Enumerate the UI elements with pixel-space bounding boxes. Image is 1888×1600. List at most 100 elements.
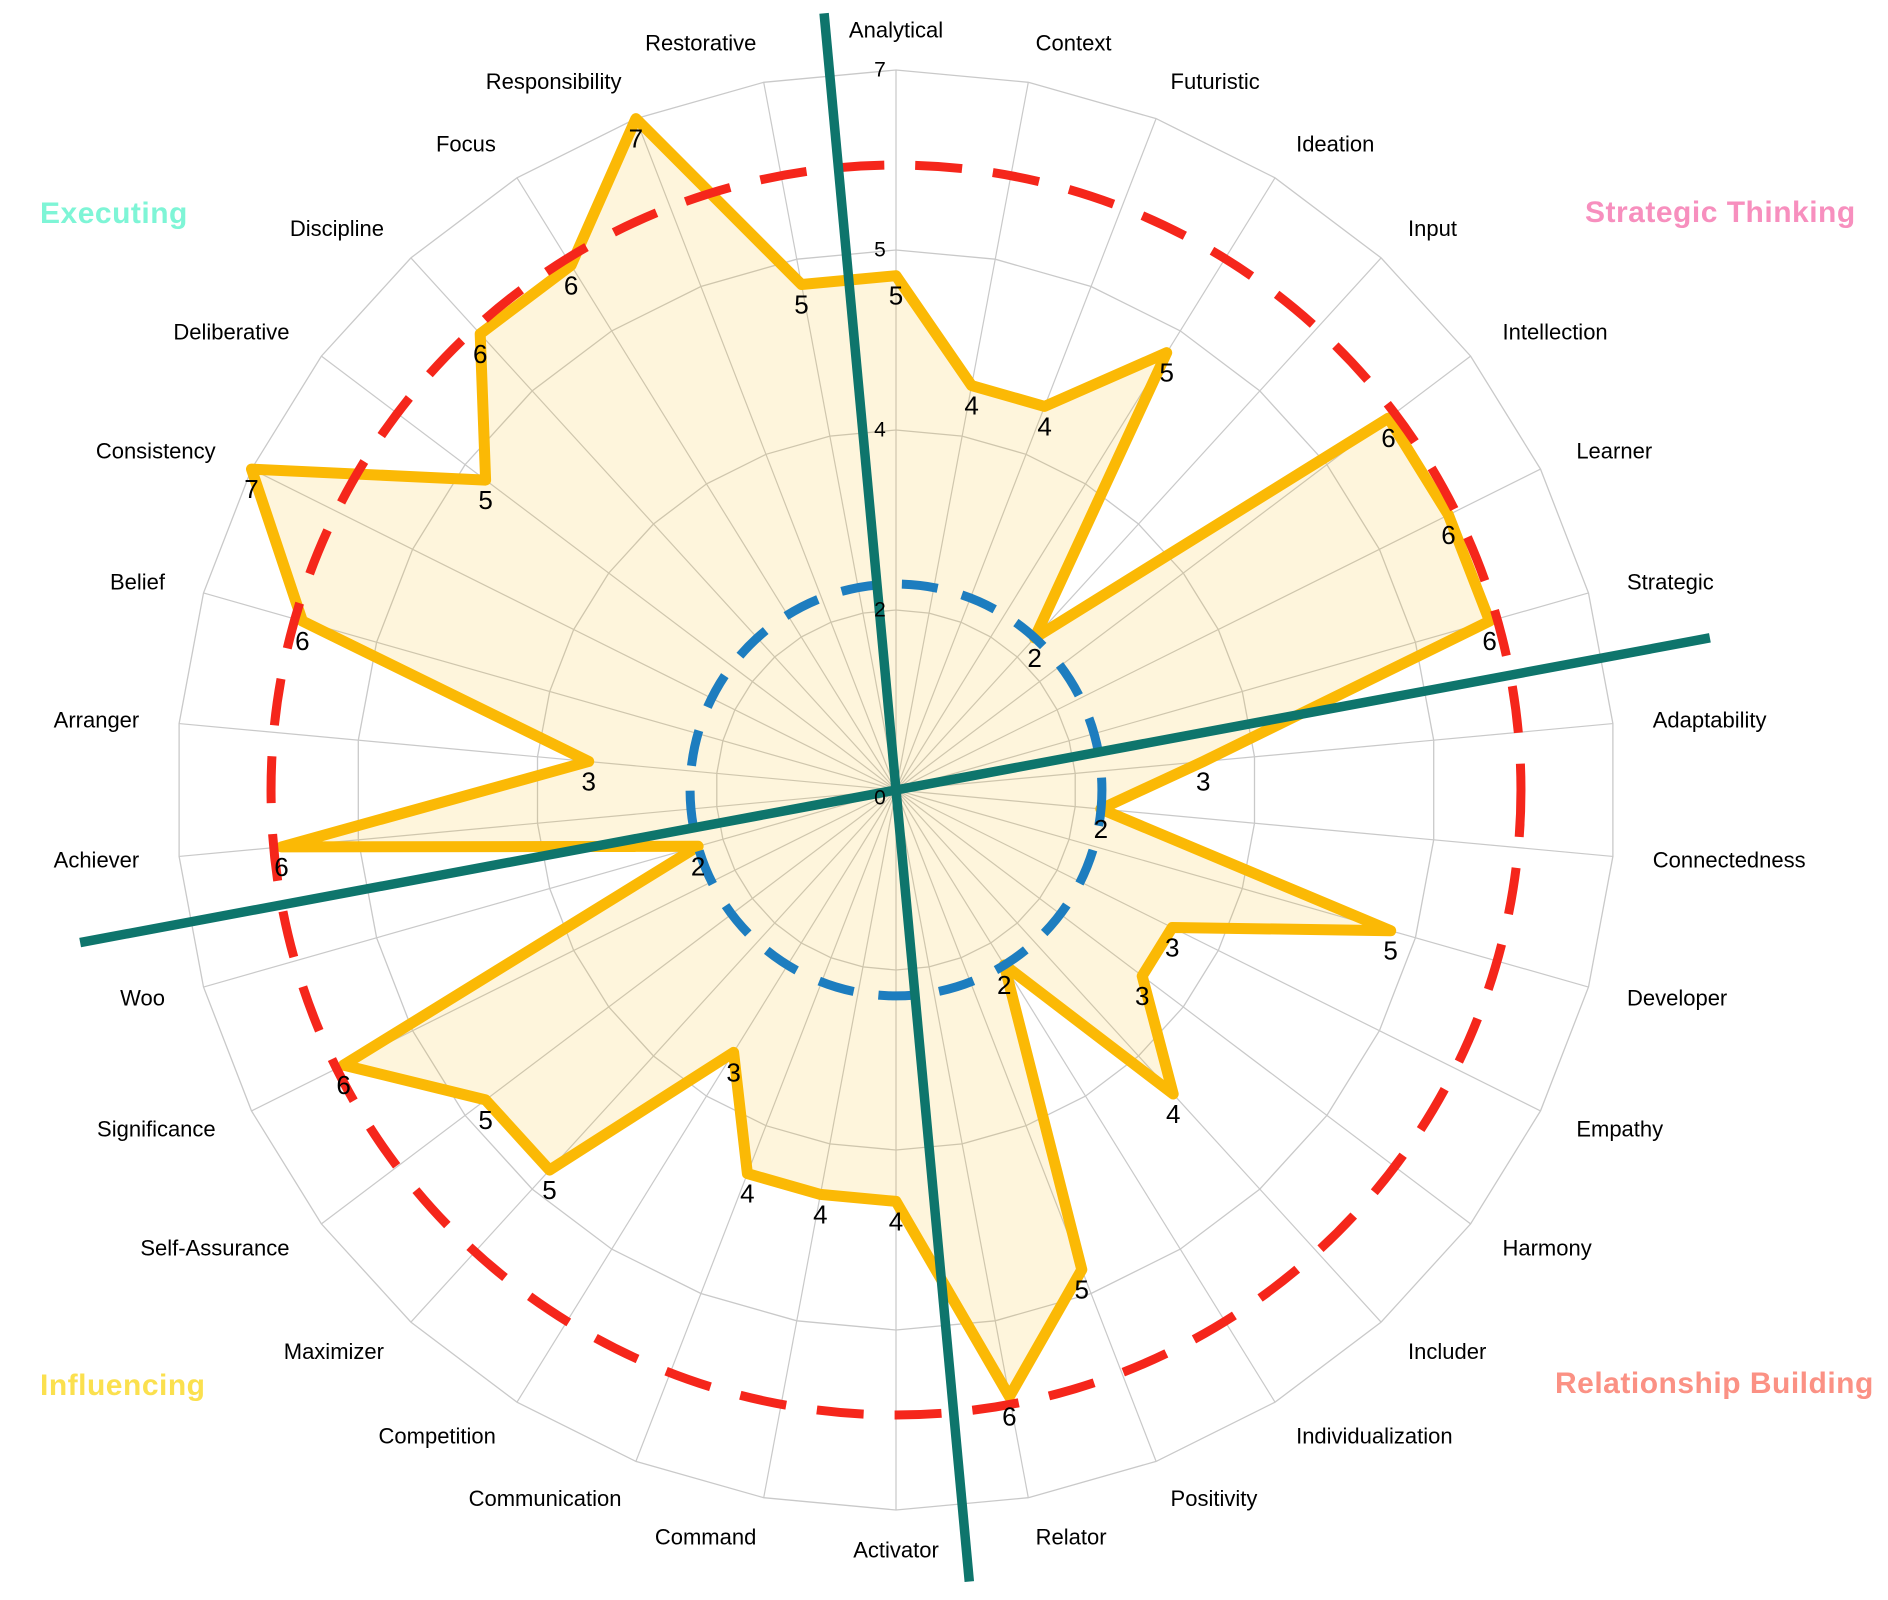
axis-label-activator: Activator: [853, 1538, 939, 1563]
grid-spoke: [895, 722, 1613, 791]
grid-spoke: [763, 789, 897, 1498]
strengths-polygon: [246, 113, 1496, 1403]
grid-spoke: [516, 789, 897, 1403]
value-label-belief: 6: [295, 626, 309, 656]
grid-spoke: [410, 257, 897, 791]
value-label-focus: 6: [564, 270, 578, 300]
axis-label-context: Context: [1036, 30, 1112, 55]
value-label-harmony: 3: [1135, 981, 1149, 1011]
domain-label-influencing: Influencing: [40, 1369, 206, 1402]
grid-spoke: [251, 468, 897, 791]
value-label-command: 4: [813, 1199, 827, 1229]
grid-spoke: [516, 177, 897, 791]
radius-tick-2: 2: [874, 599, 886, 622]
axis-label-empathy: Empathy: [1576, 1116, 1663, 1141]
value-label-analytical: 5: [889, 281, 903, 311]
grid-spoke: [635, 118, 897, 791]
axis-label-deliberative: Deliberative: [173, 319, 289, 344]
grid-spoke: [895, 789, 1471, 1225]
value-label-developer: 5: [1383, 936, 1397, 966]
value-label-consistency: 7: [244, 474, 258, 504]
axis-label-responsibility: Responsibility: [486, 69, 622, 94]
value-label-achiever: 6: [274, 852, 288, 882]
axis-label-individualization: Individualization: [1296, 1424, 1453, 1449]
grid-spoke: [895, 789, 1613, 858]
value-label-futuristic: 4: [1037, 411, 1051, 441]
grid-spoke: [895, 789, 1589, 988]
grid-spoke: [895, 118, 1157, 791]
value-label-learner: 6: [1441, 520, 1455, 550]
grid-spoke: [635, 789, 897, 1462]
radius-tick-4: 4: [874, 419, 886, 442]
value-label-self-assurance: 5: [478, 1105, 492, 1135]
value-label-maximizer: 5: [542, 1175, 556, 1205]
axis-label-input: Input: [1408, 216, 1457, 241]
grid-spoke: [410, 789, 897, 1323]
value-label-strategic: 6: [1482, 626, 1496, 656]
grid-spoke: [895, 789, 1276, 1403]
axis-label-futuristic: Futuristic: [1171, 69, 1260, 94]
value-label-connectedness: 2: [1094, 814, 1108, 844]
value-label-positivity: 5: [1075, 1275, 1089, 1305]
axis-label-arranger: Arranger: [54, 707, 140, 732]
grid-spoke: [895, 177, 1276, 791]
radius-tick-5: 5: [874, 239, 886, 262]
axis-label-learner: Learner: [1576, 439, 1652, 464]
domain-divider-horizontal: [79, 633, 1711, 948]
axis-label-strategic: Strategic: [1627, 570, 1714, 595]
reference-ring-6: [266, 160, 1526, 1420]
grid-spoke: [895, 82, 1029, 791]
axis-label-analytical: Analytical: [849, 18, 943, 43]
axis-label-includer: Includer: [1408, 1339, 1486, 1364]
grid-spoke: [895, 257, 1382, 791]
value-label-activator: 4: [889, 1206, 903, 1236]
axis-label-connectedness: Connectedness: [1653, 848, 1806, 873]
axis-label-achiever: Achiever: [54, 848, 140, 873]
grid-spoke: [179, 722, 897, 791]
grid-spoke: [203, 789, 897, 988]
domain-divider-vertical: [819, 12, 975, 1583]
value-label-deliberative: 5: [478, 485, 492, 515]
value-label-includer: 4: [1166, 1099, 1180, 1129]
axis-label-discipline: Discipline: [290, 216, 384, 241]
domain-label-strategic-thinking: Strategic Thinking: [1585, 196, 1856, 229]
value-label-input: 2: [1027, 643, 1041, 673]
axis-label-focus: Focus: [436, 131, 496, 156]
grid-spoke: [895, 789, 1541, 1112]
domain-label-relationship-building: Relationship Building: [1555, 1367, 1874, 1400]
value-label-intellection: 6: [1381, 423, 1395, 453]
reference-ring-2: [685, 579, 1107, 1001]
value-label-context: 4: [964, 391, 978, 421]
axis-label-woo: Woo: [120, 985, 165, 1010]
value-label-significance: 6: [336, 1070, 350, 1100]
value-label-adaptability: 3: [1196, 767, 1210, 797]
value-label-woo: 2: [691, 851, 705, 881]
grid-spoke: [895, 468, 1541, 791]
grid-spoke: [321, 355, 897, 791]
axis-label-adaptability: Adaptability: [1653, 707, 1767, 732]
value-label-responsibility: 7: [629, 124, 643, 154]
radius-tick-7: 7: [874, 59, 886, 82]
axis-label-maximizer: Maximizer: [284, 1339, 384, 1364]
value-label-empathy: 3: [1165, 933, 1179, 963]
axis-label-self-assurance: Self-Assurance: [140, 1236, 289, 1261]
value-label-restorative: 5: [794, 289, 808, 319]
value-label-discipline: 6: [473, 339, 487, 369]
value-label-communication: 4: [740, 1179, 754, 1209]
axis-label-developer: Developer: [1627, 985, 1727, 1010]
grid-spoke: [895, 789, 1382, 1323]
axis-label-ideation: Ideation: [1296, 131, 1374, 156]
axis-label-communication: Communication: [469, 1486, 622, 1511]
axis-label-belief: Belief: [110, 570, 166, 595]
axis-label-positivity: Positivity: [1171, 1486, 1258, 1511]
axis-label-consistency: Consistency: [96, 439, 216, 464]
axis-label-relator: Relator: [1036, 1525, 1107, 1550]
domain-label-executing: Executing: [40, 197, 188, 230]
value-label-ideation: 5: [1160, 358, 1174, 388]
axis-label-significance: Significance: [97, 1116, 216, 1141]
grid-spoke: [895, 789, 1157, 1462]
value-label-individualization: 2: [997, 970, 1011, 1000]
grid-spoke: [321, 789, 897, 1225]
